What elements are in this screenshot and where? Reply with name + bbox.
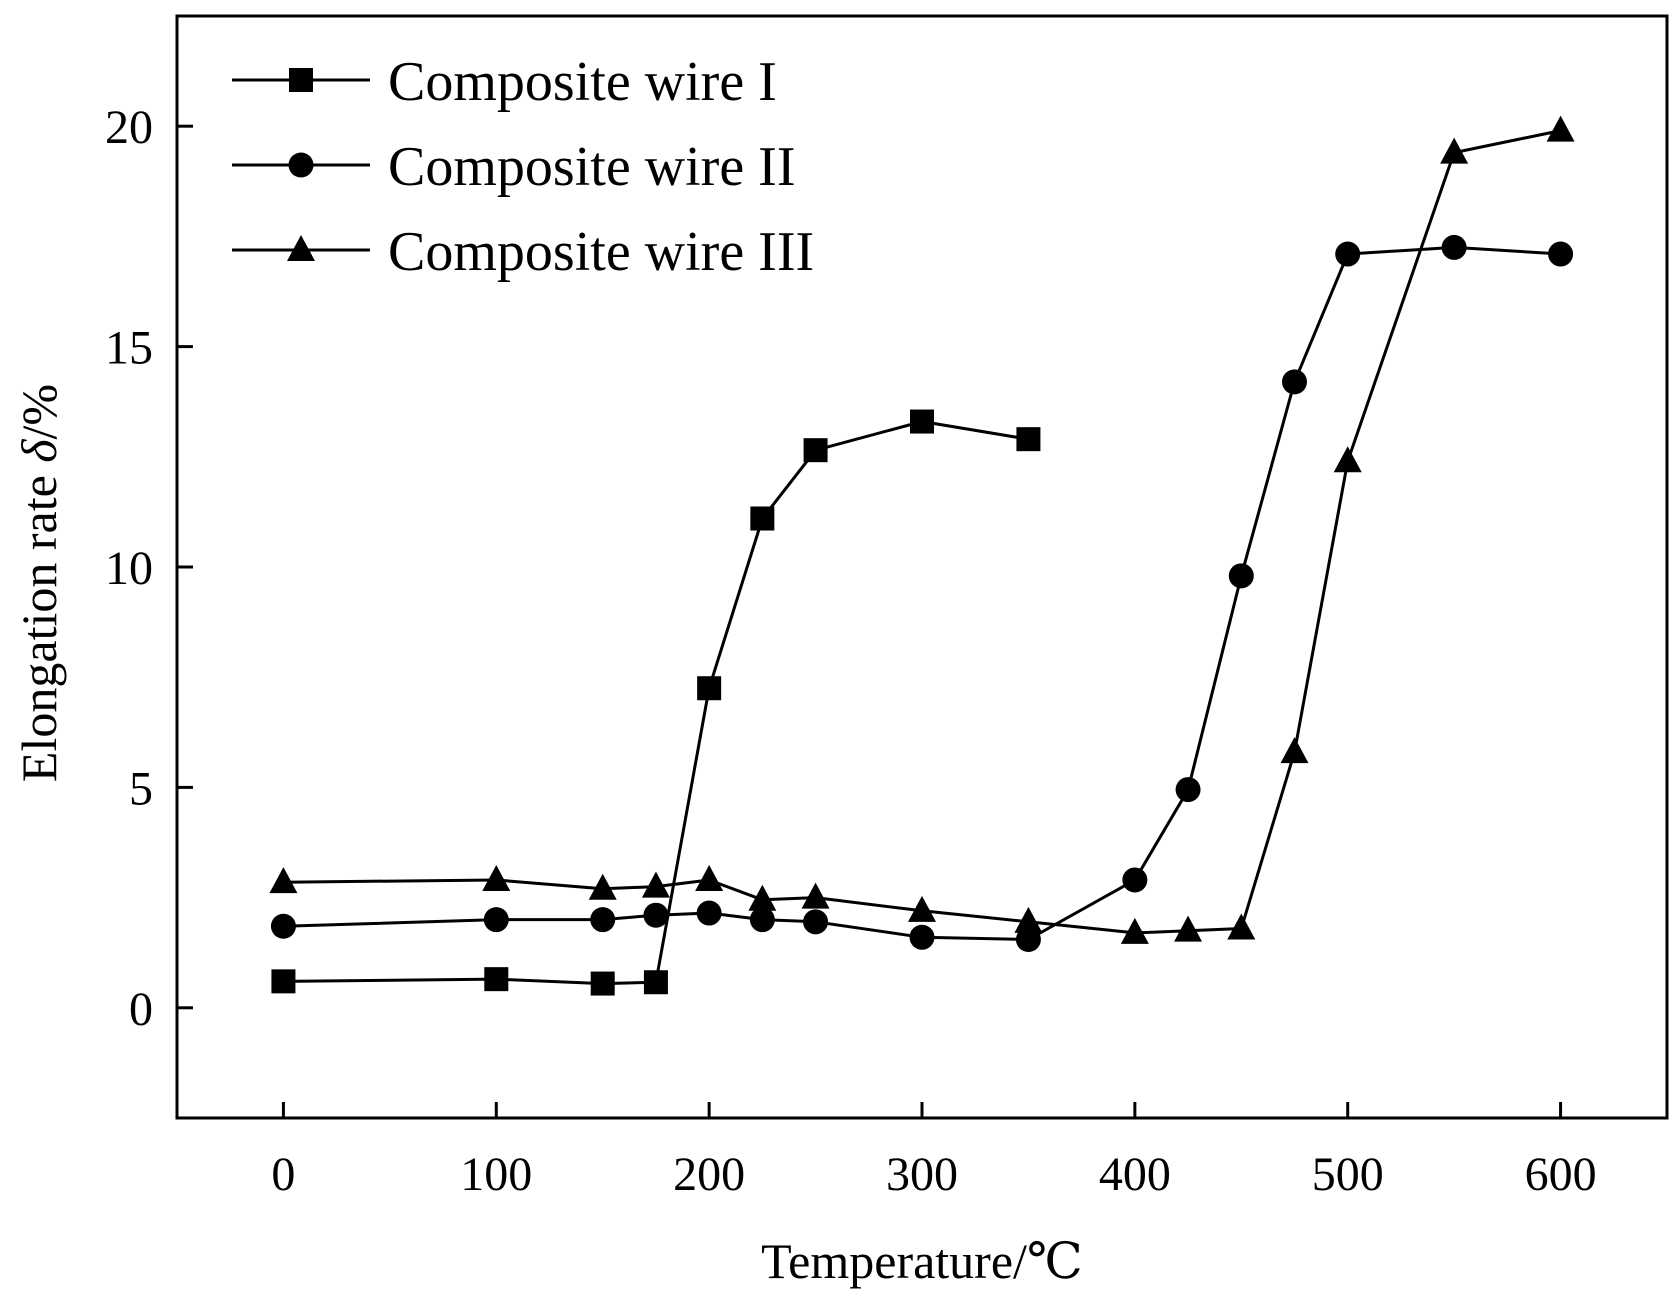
data-point: [750, 506, 775, 531]
legend-item: Composite wire III: [232, 221, 814, 283]
y-axis-title-unit: /%: [11, 384, 67, 440]
series-line: [283, 245, 1561, 941]
series-3: [269, 115, 1575, 944]
legend-label: Composite wire I: [388, 51, 777, 113]
series-layer: [269, 115, 1575, 996]
legend: Composite wire I Composite wire II Composi…: [232, 51, 814, 283]
data-point: [590, 971, 615, 996]
data-point: [1122, 867, 1148, 893]
data-point: [803, 438, 828, 463]
data-point: [1546, 115, 1575, 142]
data-point: [909, 924, 935, 950]
data-point: [1548, 241, 1574, 267]
x-tick-label: 100: [460, 1148, 532, 1201]
y-axis-title-text: Elongation rate: [11, 463, 67, 782]
data-point: [1015, 926, 1041, 952]
legend-marker: [289, 68, 313, 92]
data-point: [643, 970, 668, 995]
data-point: [803, 909, 829, 935]
ticks-layer: 0 100 200 300 400 500 600 0 5 10 15 20: [105, 101, 1597, 1201]
data-point: [908, 895, 936, 922]
legend-label: Composite wire II: [388, 136, 795, 198]
x-tick-label: 600: [1525, 1148, 1597, 1201]
x-tick-label: 200: [673, 1148, 745, 1201]
y-tick-label: 5: [129, 762, 153, 815]
x-tick-label: 400: [1099, 1148, 1171, 1201]
data-point: [1175, 777, 1201, 803]
data-point: [1174, 915, 1203, 942]
data-point: [271, 969, 296, 994]
data-point: [910, 409, 934, 434]
data-point: [695, 864, 724, 891]
data-point: [270, 913, 296, 939]
legend-label: Composite wire III: [388, 221, 814, 283]
x-tick-label: 500: [1312, 1148, 1384, 1201]
data-point: [588, 873, 617, 900]
data-point: [696, 900, 722, 926]
data-point: [483, 907, 509, 933]
data-point: [1282, 369, 1307, 395]
y-axis-title-symbol: δ: [11, 439, 67, 463]
data-point: [1280, 737, 1309, 764]
data-point: [1228, 563, 1254, 589]
x-tick-label: 0: [271, 1148, 295, 1201]
data-point: [1333, 446, 1362, 473]
series-1: [271, 409, 1041, 996]
data-point: [482, 864, 511, 891]
data-point: [641, 871, 670, 898]
y-tick-label: 20: [105, 101, 153, 154]
legend-marker: [288, 152, 314, 178]
series-2: [270, 234, 1574, 952]
data-point: [1120, 917, 1149, 944]
legend-item: Composite wire II: [232, 136, 795, 198]
y-tick-label: 15: [105, 322, 153, 375]
x-tick-label: 300: [886, 1148, 958, 1201]
data-point: [1016, 427, 1041, 452]
data-point: [748, 884, 777, 911]
y-axis-title: Elongation rate δ/%: [11, 384, 67, 782]
y-tick-label: 10: [105, 542, 153, 595]
y-tick-label: 0: [129, 983, 153, 1036]
data-point: [590, 907, 616, 933]
legend-item: Composite wire I: [232, 51, 777, 113]
data-point: [1227, 913, 1256, 940]
data-point: [269, 867, 298, 894]
data-point: [1441, 234, 1467, 260]
x-axis-title: Temperature/℃: [761, 1233, 1083, 1289]
legend-marker: [287, 235, 315, 261]
data-point: [643, 902, 669, 928]
series-line: [283, 129, 1561, 935]
data-point: [749, 907, 775, 933]
data-point: [1335, 241, 1361, 267]
data-point: [1440, 137, 1469, 164]
data-point: [484, 967, 509, 992]
data-point: [1014, 906, 1043, 933]
data-point: [697, 676, 722, 701]
data-point: [801, 882, 830, 909]
series-line: [283, 420, 1029, 986]
